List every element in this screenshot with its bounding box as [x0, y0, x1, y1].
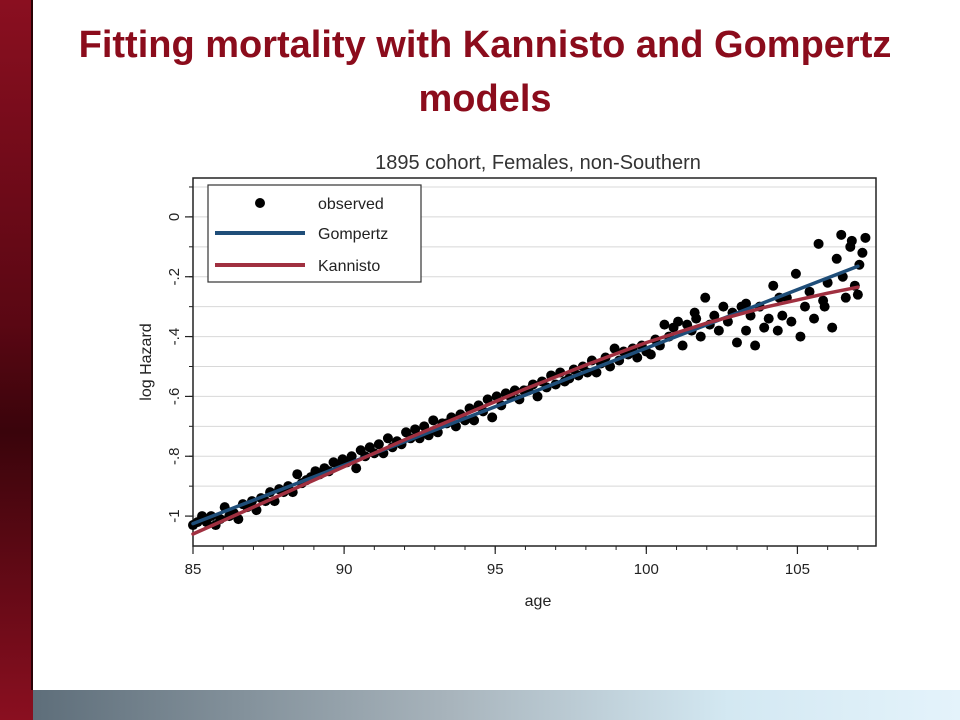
observed-point [795, 331, 806, 342]
observed-point [827, 322, 838, 333]
sidebar-edge [31, 0, 33, 690]
observed-point [857, 247, 868, 258]
observed-point [750, 340, 761, 351]
observed-point [772, 325, 783, 336]
legend-label-observed: observed [318, 196, 384, 213]
observed-point [846, 235, 857, 246]
observed-point [689, 307, 700, 318]
x-axis-label: age [525, 593, 552, 610]
observed-point [673, 316, 684, 327]
observed-point [659, 319, 670, 330]
legend: observed Gompertz Kannisto [207, 184, 422, 283]
observed-point [292, 469, 303, 480]
observed-point [410, 424, 421, 435]
y-tick-label: 0 [166, 213, 183, 221]
legend-label-kannisto: Kannisto [318, 258, 380, 275]
x-tick-label: 95 [487, 561, 504, 578]
observed-point [763, 313, 774, 324]
observed-point [786, 316, 797, 327]
observed-point [713, 325, 724, 336]
footer-band [33, 690, 960, 720]
legend-marker-observed [255, 198, 265, 208]
observed-point [487, 412, 498, 423]
observed-point [804, 286, 815, 297]
observed-point [632, 352, 643, 363]
observed-point [836, 229, 847, 240]
fitted-lines [191, 264, 860, 536]
x-axis: 85 90 95 100 105 [185, 546, 859, 578]
x-tick-label: 90 [336, 561, 353, 578]
plot-area-frame [192, 177, 877, 547]
observed-point [790, 268, 801, 279]
observed-point [700, 292, 711, 303]
y-tick-label: -.4 [166, 328, 183, 346]
y-tick-label: -.8 [166, 447, 183, 465]
observed-point [346, 451, 357, 462]
observed-point [373, 439, 384, 450]
observed-point [532, 391, 543, 402]
y-tick-label: -1 [166, 509, 183, 522]
observed-point [759, 322, 770, 333]
observed-point [809, 313, 820, 324]
observed-point [428, 415, 439, 426]
observed-point [799, 301, 810, 312]
chart-container: 1895 cohort, Females, non-Southern 0 -.2 -… [125, 140, 895, 620]
observed-point [852, 289, 863, 300]
gompertz-line [191, 264, 860, 526]
x-tick-label: 105 [785, 561, 810, 578]
y-tick-label: -.6 [166, 388, 183, 406]
mortality-chart: 1895 cohort, Females, non-Southern 0 -.2 -… [138, 152, 877, 610]
legend-label-gompertz: Gompertz [318, 226, 388, 243]
observed-point [609, 343, 620, 354]
sidebar-accent [0, 0, 33, 720]
observed-point [469, 415, 480, 426]
observed-point [741, 325, 752, 336]
observed-point [645, 349, 656, 360]
observed-point [860, 232, 871, 243]
kannisto-line [191, 285, 860, 536]
slide-title: Fitting mortality with Kannisto and Gomp… [78, 24, 892, 120]
observed-point [382, 433, 393, 444]
observed-point [813, 238, 824, 249]
observed-point [777, 310, 788, 321]
observed-point [731, 337, 742, 348]
observed-point [819, 301, 830, 312]
observed-point [677, 340, 688, 351]
observed-point [741, 298, 752, 309]
y-tick-label: -.2 [166, 268, 183, 286]
observed-point [695, 331, 706, 342]
observed-point [351, 463, 362, 474]
x-tick-label: 85 [185, 561, 202, 578]
observed-point [709, 310, 720, 321]
observed-point [718, 301, 729, 312]
chart-title: 1895 cohort, Females, non-Southern [375, 152, 701, 174]
observed-point [831, 253, 842, 264]
observed-point [768, 280, 779, 291]
y-axis-label: log Hazard [138, 323, 155, 400]
observed-point [840, 292, 851, 303]
x-tick-label: 100 [634, 561, 659, 578]
y-axis: 0 -.2 -.4 -.6 -.8 -1 [166, 186, 193, 523]
